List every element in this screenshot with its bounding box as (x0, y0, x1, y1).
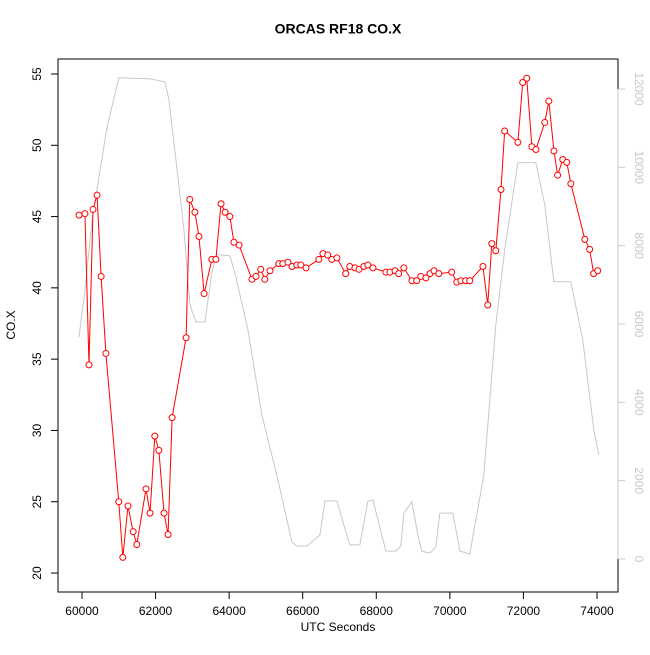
data-point (364, 261, 372, 269)
chart-title: ORCAS RF18 CO.X (275, 21, 402, 37)
data-point (119, 553, 127, 561)
data-point (501, 127, 509, 135)
y-tick-label: 25 (30, 495, 44, 509)
data-point (514, 138, 522, 146)
x-tick-label: 60000 (65, 604, 99, 618)
data-point (89, 205, 97, 213)
series-line (78, 77, 599, 558)
x-tick-label: 62000 (139, 604, 173, 618)
data-point (75, 211, 83, 219)
data-point (230, 238, 238, 246)
data-point (484, 301, 492, 309)
data-point (466, 277, 474, 285)
x-tick-label: 74000 (580, 604, 614, 618)
data-point (563, 158, 571, 166)
y2-tick-label: 8000 (632, 232, 646, 259)
y-tick-label: 55 (30, 67, 44, 81)
y2-tick-label: 2000 (632, 467, 646, 494)
data-point (115, 498, 123, 506)
data-point (554, 171, 562, 179)
data-point (479, 262, 487, 270)
data-point (333, 254, 341, 262)
data-point (226, 213, 234, 221)
data-point (182, 334, 190, 342)
data-point (142, 485, 150, 493)
y2-tick-label: 4000 (632, 389, 646, 416)
data-point (133, 541, 141, 549)
x-tick-label: 64000 (212, 604, 246, 618)
data-point (497, 185, 505, 193)
x-tick-label: 70000 (433, 604, 467, 618)
data-point (586, 245, 594, 253)
data-point (581, 235, 589, 243)
data-point (217, 200, 225, 208)
data-point (235, 241, 243, 249)
data-point (545, 97, 553, 105)
x-axis-label: UTC Seconds (301, 620, 376, 634)
x-tick-label: 68000 (360, 604, 394, 618)
y2-tick-label: 0 (632, 556, 646, 563)
data-point (519, 79, 527, 87)
data-point (200, 290, 208, 298)
data-point (146, 509, 154, 517)
data-point (85, 361, 93, 369)
data-point (567, 180, 575, 188)
data-point (297, 261, 305, 269)
data-point (195, 233, 203, 241)
data-point (594, 267, 602, 275)
data-point (164, 531, 172, 539)
data-point (532, 146, 540, 154)
data-point (284, 258, 292, 266)
data-point (302, 264, 310, 272)
data-point (124, 502, 132, 510)
data-point (266, 267, 274, 275)
y-tick-label: 30 (30, 423, 44, 437)
data-point (422, 274, 430, 282)
y-axis-label: CO.X (4, 310, 18, 339)
data-point (168, 414, 176, 422)
y-tick-label: 45 (30, 210, 44, 224)
y2-tick-label: 10000 (632, 151, 646, 185)
data-point (155, 446, 163, 454)
data-point (369, 264, 377, 272)
data-point (541, 118, 549, 126)
series-line (78, 77, 600, 555)
x-tick-label: 72000 (507, 604, 541, 618)
data-point (81, 210, 89, 218)
data-point (435, 270, 443, 278)
y-tick-label: 50 (30, 138, 44, 152)
data-point (191, 208, 199, 216)
data-point (550, 147, 558, 155)
data-point (102, 349, 110, 357)
data-point (448, 268, 456, 276)
data-point (252, 272, 260, 280)
data-point (186, 195, 194, 203)
x-tick-label: 66000 (286, 604, 320, 618)
data-point (488, 240, 496, 248)
y-tick-label: 40 (30, 281, 44, 295)
y2-tick-label: 12000 (632, 72, 646, 106)
data-point (523, 74, 531, 82)
data-point (395, 270, 403, 278)
y2-tick-label: 6000 (632, 311, 646, 338)
data-point (212, 255, 220, 263)
data-point (324, 251, 332, 259)
y-tick-label: 35 (30, 352, 44, 366)
data-point (315, 255, 323, 263)
data-point (261, 275, 269, 283)
data-point (492, 247, 500, 255)
data-point (400, 264, 408, 272)
data-point (129, 528, 137, 536)
data-point (342, 270, 350, 278)
y-tick-label: 20 (30, 566, 44, 580)
data-point (151, 432, 159, 440)
data-point (97, 272, 105, 280)
data-point (257, 265, 265, 273)
data-point (221, 208, 229, 216)
data-point (93, 191, 101, 199)
data-point (160, 509, 168, 517)
data-point (413, 277, 421, 285)
